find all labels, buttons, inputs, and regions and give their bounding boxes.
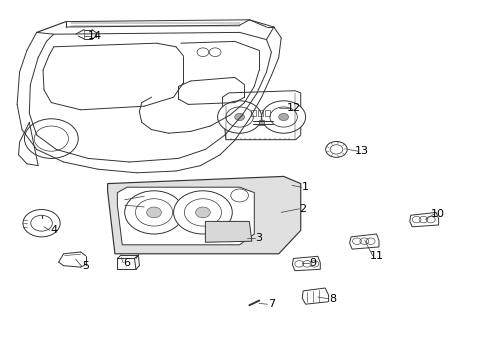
- Text: 6: 6: [123, 258, 130, 268]
- Text: 14: 14: [88, 31, 102, 41]
- Circle shape: [278, 113, 288, 121]
- Polygon shape: [117, 187, 254, 245]
- Text: 10: 10: [430, 209, 444, 219]
- Text: 5: 5: [82, 261, 89, 271]
- Polygon shape: [205, 221, 251, 242]
- Circle shape: [261, 101, 305, 133]
- Polygon shape: [107, 176, 300, 254]
- Text: 11: 11: [369, 251, 383, 261]
- Text: 12: 12: [286, 103, 300, 113]
- Text: 3: 3: [255, 233, 262, 243]
- Text: 13: 13: [354, 146, 368, 156]
- Bar: [264, 110, 269, 116]
- Bar: [251, 110, 256, 116]
- Polygon shape: [222, 91, 300, 140]
- Text: 7: 7: [267, 299, 274, 309]
- Text: 1: 1: [302, 182, 308, 192]
- Circle shape: [23, 210, 60, 237]
- Circle shape: [325, 141, 346, 157]
- Circle shape: [234, 113, 244, 121]
- Circle shape: [195, 207, 210, 218]
- Circle shape: [124, 191, 183, 234]
- Text: 9: 9: [309, 258, 316, 268]
- Text: 8: 8: [328, 294, 335, 304]
- Bar: [258, 110, 263, 116]
- Text: 2: 2: [299, 204, 306, 214]
- Bar: [259, 120, 264, 125]
- Circle shape: [173, 191, 232, 234]
- Text: 4: 4: [50, 225, 57, 235]
- Circle shape: [217, 101, 261, 133]
- Circle shape: [230, 189, 248, 202]
- Circle shape: [146, 207, 161, 218]
